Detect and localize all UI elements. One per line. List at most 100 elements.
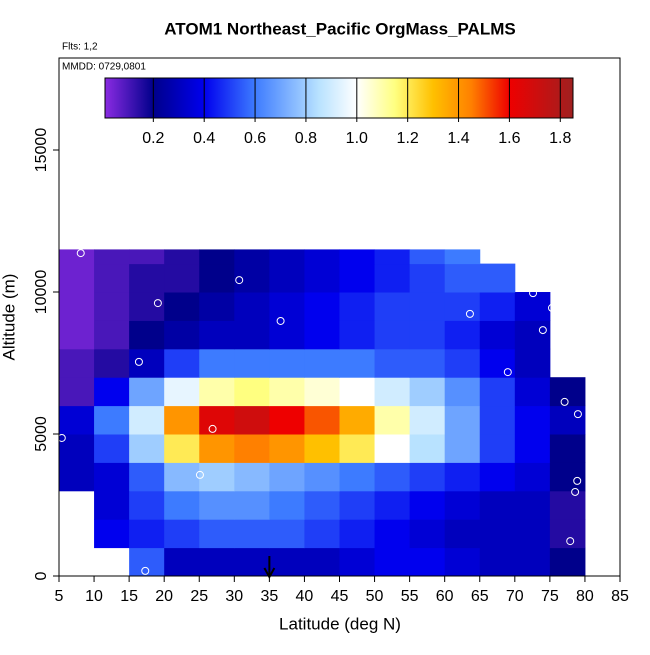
heat-cell — [444, 348, 481, 378]
x-tick-label: 70 — [506, 588, 524, 605]
heat-cell — [59, 377, 95, 407]
heat-cell — [304, 263, 340, 293]
heat-cell — [199, 249, 235, 265]
heat-cell — [234, 405, 270, 435]
heat-cell — [94, 377, 130, 407]
heat-cell — [514, 519, 551, 549]
heat-cell — [479, 405, 516, 435]
colorbar-tick-label: 0.6 — [244, 130, 266, 147]
heat-cell — [444, 320, 481, 350]
heat-cell — [444, 249, 481, 265]
flight-point — [571, 487, 580, 496]
heat-cell — [339, 348, 376, 378]
heat-cell — [479, 292, 516, 321]
heat-cell — [444, 490, 481, 520]
heat-cell — [444, 292, 481, 321]
heat-cell — [199, 519, 235, 549]
heat-cell — [269, 434, 305, 463]
heat-cell — [409, 405, 446, 435]
heat-cell — [94, 348, 130, 378]
heat-cell — [374, 377, 411, 407]
heat-cell — [514, 348, 551, 378]
heat-cell — [339, 405, 376, 435]
colorbar-tick-label: 0.2 — [142, 130, 164, 147]
heat-cell — [94, 263, 130, 293]
heat-cell — [374, 405, 411, 435]
heatmap — [59, 249, 586, 577]
heat-cell — [549, 434, 586, 463]
flight-point — [57, 433, 66, 442]
heat-cell — [444, 377, 481, 407]
x-tick-label: 35 — [260, 588, 278, 605]
x-tick-label: 85 — [611, 588, 629, 605]
x-axis-label: Latitude (deg N) — [279, 614, 401, 633]
heat-cell — [164, 348, 200, 378]
heat-cell — [269, 320, 305, 350]
heat-cell — [479, 490, 516, 520]
heat-cell — [339, 462, 376, 492]
colorbar-tick-label: 1.6 — [498, 130, 520, 147]
marker-arrowhead — [263, 567, 276, 580]
heat-cell — [129, 320, 165, 350]
heat-cell — [409, 348, 446, 378]
flight-point — [493, 247, 502, 256]
heat-cell — [164, 519, 200, 549]
heat-cell — [479, 348, 516, 378]
heat-cell — [479, 263, 516, 293]
heat-cell — [234, 547, 270, 577]
flight-point — [538, 326, 547, 335]
heat-cell — [444, 405, 481, 435]
flight-point — [134, 357, 143, 366]
x-tick-label: 75 — [541, 588, 559, 605]
heat-cell — [304, 462, 340, 492]
flight-point — [566, 537, 575, 546]
heat-cell — [129, 519, 165, 549]
heat-cell — [164, 377, 200, 407]
heat-cell — [304, 377, 340, 407]
x-tick-label: 15 — [120, 588, 138, 605]
heat-cell — [269, 249, 305, 265]
heat-cell — [164, 547, 200, 577]
heat-cell — [94, 462, 130, 492]
heat-cell — [59, 249, 95, 265]
y-tick-label: 10000 — [33, 270, 50, 315]
heat-cell — [409, 320, 446, 350]
x-tick-label: 5 — [55, 588, 64, 605]
heat-cell — [514, 462, 551, 492]
heat-cell — [409, 490, 446, 520]
heat-cell — [409, 292, 446, 321]
heat-cell — [549, 490, 586, 520]
heat-cell — [339, 490, 376, 520]
heat-cell — [409, 519, 446, 549]
x-tick-label: 65 — [471, 588, 489, 605]
heat-cell — [129, 249, 165, 265]
heat-cell — [269, 519, 305, 549]
heat-cell — [199, 292, 235, 321]
heat-cell — [444, 263, 481, 293]
heat-cell — [269, 292, 305, 321]
colorbar-tick-label: 0.4 — [193, 130, 215, 147]
heat-cell — [269, 547, 305, 577]
heat-cell — [304, 490, 340, 520]
heat-cell — [339, 519, 376, 549]
heat-cell — [234, 348, 270, 378]
flight-point — [560, 397, 569, 406]
heat-cell — [164, 263, 200, 293]
heat-cell — [304, 519, 340, 549]
heat-cell — [59, 263, 95, 293]
heat-cell — [129, 263, 165, 293]
heat-cell — [304, 405, 340, 435]
dates-note: MMDD: 0729,0801 — [62, 62, 146, 73]
heat-cell — [59, 320, 95, 350]
heat-cell — [339, 263, 376, 293]
heat-cell — [199, 320, 235, 350]
heat-cell — [269, 490, 305, 520]
x-tick-label: 40 — [296, 588, 314, 605]
heat-cell — [269, 405, 305, 435]
y-tick-label: 5000 — [33, 416, 50, 452]
heat-cell — [339, 292, 376, 321]
heat-cell — [479, 320, 516, 350]
heat-cell — [374, 249, 411, 265]
heat-cell — [94, 405, 130, 435]
heat-cell — [164, 490, 200, 520]
